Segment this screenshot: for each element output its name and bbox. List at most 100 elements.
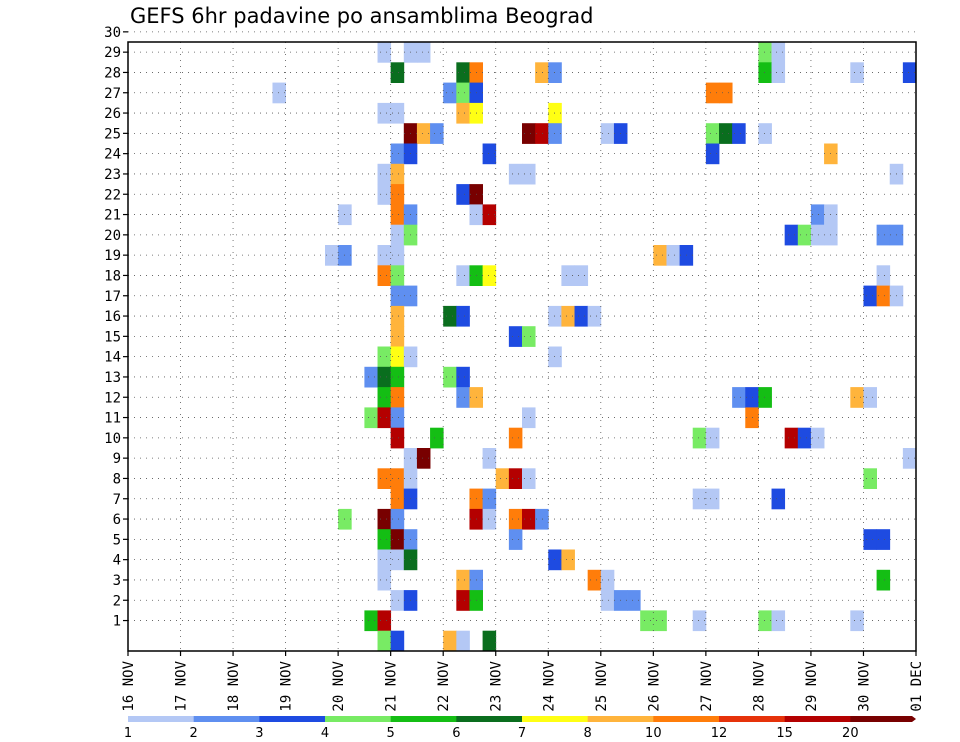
- y-tick-label: 12: [104, 390, 121, 406]
- heatmap-cell: [377, 245, 392, 266]
- heatmap-cell: [377, 366, 392, 388]
- y-tick-label: 28: [104, 65, 121, 81]
- heatmap-cell: [758, 62, 772, 83]
- heatmap-cell: [548, 62, 562, 83]
- heatmap-cell: [705, 143, 720, 165]
- heatmap-cell: [430, 123, 444, 144]
- heatmap-cell: [456, 265, 470, 286]
- colorbar-segment: [259, 716, 326, 722]
- y-tick-label: 3: [113, 573, 121, 589]
- heatmap-cell: [758, 42, 772, 63]
- heatmap-cell: [705, 488, 720, 510]
- y-tick-label: 29: [104, 45, 121, 61]
- heatmap-cell: [390, 143, 405, 165]
- y-tick-label: 16: [104, 309, 121, 325]
- heatmap-cell: [482, 630, 497, 651]
- heatmap-cell: [784, 224, 799, 246]
- heatmap-cell: [456, 102, 470, 124]
- heatmap-cell: [548, 305, 562, 327]
- x-tick-label: 16 NOV: [121, 660, 137, 711]
- y-tick-label: 6: [113, 512, 121, 528]
- heatmap-cell: [390, 346, 405, 368]
- heatmap-cell: [390, 245, 405, 266]
- heatmap-cell: [416, 42, 431, 63]
- heatmap-cell: [456, 184, 470, 205]
- heatmap-cell: [377, 549, 392, 571]
- heatmap-cell: [653, 245, 667, 266]
- heatmap-cell: [430, 427, 444, 449]
- heatmap-cell: [364, 407, 378, 429]
- heatmap-cell: [732, 387, 746, 408]
- heatmap-cell: [377, 529, 392, 550]
- heatmap-cell: [390, 184, 405, 205]
- heatmap-cell: [810, 224, 825, 246]
- heatmap-cell: [390, 305, 405, 327]
- heatmap-cell: [377, 610, 392, 632]
- heatmap-cell: [377, 346, 392, 368]
- y-tick-label: 21: [104, 208, 121, 224]
- heatmap-cell: [377, 630, 392, 651]
- heatmap-cell: [705, 427, 720, 449]
- colorbar-segment: [456, 716, 523, 722]
- colorbar-label: 3: [255, 726, 263, 741]
- heatmap-cell: [508, 326, 523, 347]
- heatmap-cell: [390, 204, 405, 226]
- y-tick-label: 2: [113, 593, 121, 609]
- heatmap-cell: [666, 245, 680, 266]
- heatmap-cell: [377, 42, 392, 63]
- heatmap-cell: [416, 123, 431, 144]
- chart-title: GEFS 6hr padavine po ansamblima Beograd: [130, 4, 594, 28]
- heatmap-cell: [876, 529, 891, 550]
- heatmap-cell: [548, 549, 562, 571]
- heatmap-cell: [850, 387, 864, 408]
- heatmap-cell: [325, 245, 339, 266]
- y-tick-label: 9: [113, 451, 121, 467]
- y-tick-label: 30: [104, 25, 121, 41]
- colorbar-label: 1: [124, 726, 132, 741]
- heatmap-cell: [561, 265, 575, 286]
- y-tick-label: 22: [104, 187, 121, 203]
- heatmap-cell: [390, 366, 405, 388]
- heatmap-cell: [535, 123, 549, 144]
- colorbar-label: 8: [584, 726, 592, 741]
- heatmap-cell: [587, 305, 602, 327]
- heatmap-cell: [561, 305, 575, 327]
- heatmap-cell: [850, 62, 864, 83]
- heatmap-cell: [456, 305, 470, 327]
- heatmap-cell: [377, 265, 392, 286]
- heatmap-cell: [443, 366, 457, 388]
- heatmap-cell: [797, 427, 812, 449]
- heatmap-cell: [508, 508, 523, 530]
- heatmap-cell: [390, 630, 405, 651]
- heatmap-cell: [522, 407, 536, 429]
- heatmap-cell: [390, 326, 405, 347]
- heatmap-cell: [508, 42, 523, 43]
- colorbar-label: 6: [452, 726, 460, 741]
- heatmap-cell: [692, 488, 707, 510]
- y-tick-label: 15: [104, 329, 121, 345]
- heatmap-cell: [600, 569, 615, 591]
- heatmap-cell: [272, 82, 286, 104]
- colorbar-label: 7: [518, 726, 526, 741]
- heatmap-cell: [482, 265, 497, 286]
- x-tick-label: 30 NOV: [856, 660, 872, 711]
- x-tick-label: 20 NOV: [331, 660, 347, 711]
- heatmap-cell: [863, 468, 877, 489]
- heatmap-cell: [719, 82, 733, 104]
- heatmap-cell: [902, 448, 916, 469]
- heatmap-cell: [390, 427, 405, 449]
- y-tick-label: 19: [104, 248, 121, 264]
- x-tick-label: 26 NOV: [646, 660, 662, 711]
- heatmap-cell: [574, 305, 589, 327]
- colorbar-segment: [719, 716, 785, 722]
- y-tick-label: 23: [104, 167, 121, 183]
- y-tick-label: 20: [104, 228, 121, 244]
- heatmap-cell: [377, 102, 392, 124]
- heatmap-cell: [390, 407, 405, 429]
- heatmap-cell: [600, 123, 615, 144]
- heatmap-cell: [548, 102, 562, 124]
- y-tick-label: 25: [104, 126, 121, 142]
- y-tick-label: 14: [104, 350, 121, 366]
- heatmap-cell: [548, 346, 562, 368]
- colorbar-segment: [587, 716, 654, 722]
